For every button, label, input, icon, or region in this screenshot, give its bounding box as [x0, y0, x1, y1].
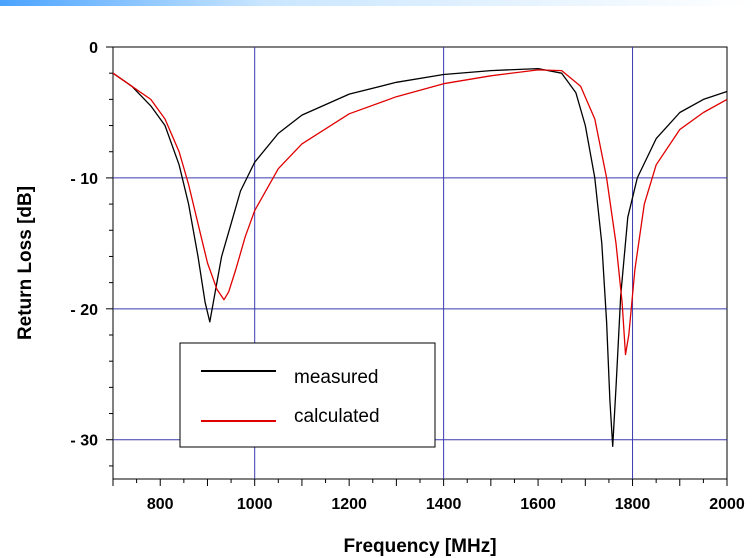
y-tick-label: - 20: [70, 302, 98, 319]
x-axis-ticks: 800 1000 1200 1400 1600 1800 2000: [112, 479, 745, 513]
series-line-calculated: [112, 69, 728, 356]
x-tick-label: 1400: [426, 496, 462, 513]
y-axis-ticks: 0 - 10 - 20 - 30: [70, 40, 113, 467]
x-tick-label: 1800: [615, 496, 651, 513]
legend: measured calculated: [179, 342, 436, 448]
header-strip: [0, 0, 753, 6]
legend-label-calculated: calculated: [294, 406, 380, 427]
y-tick-label: - 30: [70, 433, 98, 450]
x-axis-title: Frequency [MHz]: [343, 536, 496, 557]
legend-label-measured: measured: [294, 367, 379, 388]
x-tick-label: 1200: [331, 496, 367, 513]
legend-box: [179, 342, 436, 448]
series-line-measured: [112, 67, 728, 447]
x-tick-label: 800: [147, 496, 174, 513]
x-tick-label: 1600: [520, 496, 556, 513]
x-tick-label: 1000: [237, 496, 273, 513]
y-tick-label: - 10: [70, 171, 98, 188]
y-axis-title: Return Loss [dB]: [15, 186, 36, 340]
y-tick-label: 0: [89, 40, 98, 57]
series-lines: [112, 67, 728, 447]
x-tick-label: 2000: [709, 496, 745, 513]
